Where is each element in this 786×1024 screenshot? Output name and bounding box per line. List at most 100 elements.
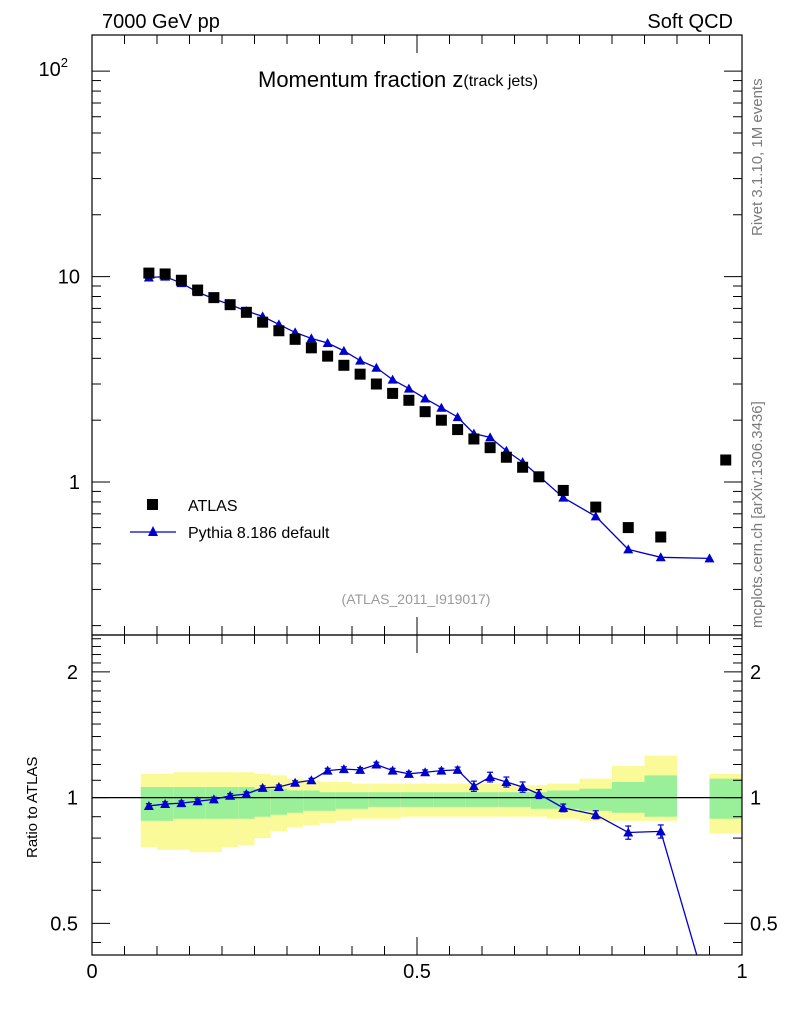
ratio-mc-point xyxy=(208,794,219,804)
mc-point xyxy=(558,492,569,502)
ratio-mc-point xyxy=(371,759,382,769)
main-ytick-label-10: 10 xyxy=(58,267,80,289)
mc-point xyxy=(371,362,382,372)
data-point xyxy=(159,268,171,280)
ratio-mc-point xyxy=(517,782,528,792)
band-inner xyxy=(482,792,499,807)
ratio-plot-frame xyxy=(91,634,743,956)
band-inner xyxy=(449,792,466,807)
ratio-mc-point xyxy=(273,782,284,792)
data-point xyxy=(322,350,334,362)
data-point xyxy=(533,471,545,483)
chart-title-var: z xyxy=(452,67,463,92)
ratio-mc-point xyxy=(257,782,268,792)
mc-point xyxy=(387,374,398,384)
data-point xyxy=(305,342,317,354)
data-point xyxy=(468,433,480,445)
ratio-mc-point xyxy=(590,809,601,819)
mc-point xyxy=(655,552,666,562)
rivet-version-label: Rivet 3.1.10, 1M events xyxy=(749,78,766,236)
data-point xyxy=(500,451,512,463)
ratio-mc-point xyxy=(306,775,317,785)
band-inner xyxy=(319,792,336,811)
ratio-mc-point xyxy=(533,789,544,799)
data-point xyxy=(452,424,464,436)
data-series xyxy=(143,267,732,543)
legend-data-marker xyxy=(147,499,158,510)
ratio-ytick-label-1-right: 1 xyxy=(750,788,761,810)
ratio-ytick-label-2-left: 2 xyxy=(67,662,78,684)
uncertainty-bands xyxy=(140,755,742,853)
main-ytick-label-100: 102 xyxy=(39,55,68,81)
main-axis-ticks xyxy=(91,35,743,635)
mc-point xyxy=(420,393,431,403)
data-point xyxy=(175,274,187,286)
band-inner xyxy=(368,792,385,807)
mc-point xyxy=(590,511,601,521)
header-right-label: Soft QCD xyxy=(647,11,733,33)
ratio-mc-point xyxy=(485,772,496,782)
data-point xyxy=(143,267,155,279)
band-inner xyxy=(270,788,287,815)
ratio-mc-point xyxy=(558,802,569,812)
xtick-label-0: 0 xyxy=(86,961,97,983)
data-point xyxy=(240,306,252,318)
data-point xyxy=(387,387,399,399)
band-inner xyxy=(303,790,320,811)
mc-point xyxy=(322,338,333,348)
ratio-mc-point xyxy=(387,765,398,775)
mcplots-reference-label: mcplots.cern.ch [arXiv:1306.3436] xyxy=(749,401,766,628)
band-inner xyxy=(579,788,612,811)
band-inner xyxy=(433,792,450,807)
mc-point xyxy=(436,402,447,412)
legend: ATLAS Pythia 8.186 default xyxy=(130,498,330,542)
data-point xyxy=(403,394,415,406)
ratio-mc-point xyxy=(225,790,236,800)
band-inner xyxy=(644,775,677,817)
band-inner xyxy=(352,792,369,809)
ratio-mc-point xyxy=(143,800,154,810)
data-point xyxy=(289,333,301,345)
main-panel: Momentum fraction z(track jets) 102 10 1… xyxy=(39,34,743,636)
ratio-mc-point xyxy=(403,768,414,778)
mc-line xyxy=(148,275,710,560)
band-inner xyxy=(709,778,742,819)
mc-point xyxy=(355,355,366,365)
ratio-axis-ticks xyxy=(91,635,743,955)
legend-mc-label: Pythia 8.186 default xyxy=(188,525,330,542)
band-inner xyxy=(498,792,515,807)
ratio-mc-point xyxy=(322,765,333,775)
ratio-mc-series xyxy=(143,759,698,955)
data-point xyxy=(557,484,569,496)
data-point xyxy=(224,299,236,311)
data-point xyxy=(484,442,496,454)
main-ytick-label-1: 1 xyxy=(69,472,80,494)
ratio-mc-point xyxy=(501,776,512,786)
main-plot-frame xyxy=(91,34,743,636)
data-point xyxy=(517,461,529,473)
mc-point xyxy=(485,432,496,442)
band-inner xyxy=(547,790,580,809)
legend-data-label: ATLAS xyxy=(188,498,238,515)
ratio-mc-point xyxy=(355,764,366,774)
band-inner xyxy=(514,792,531,807)
data-point xyxy=(257,316,269,328)
data-point xyxy=(208,292,220,304)
ratio-mc-point xyxy=(176,798,187,808)
band-inner xyxy=(417,792,434,807)
mc-point xyxy=(704,553,715,563)
ratio-mc-point xyxy=(655,826,666,836)
data-point xyxy=(370,378,382,390)
analysis-reference: (ATLAS_2011_I919017) xyxy=(342,591,491,607)
mc-point xyxy=(403,383,414,393)
band-inner xyxy=(254,788,271,817)
band-inner xyxy=(384,792,401,807)
mc-point xyxy=(306,333,317,343)
ratio-mc-point xyxy=(420,767,431,777)
data-point xyxy=(655,531,667,543)
xtick-label-1: 1 xyxy=(736,961,747,983)
ratio-mc-point xyxy=(623,827,634,837)
ratio-ytick-label-2-right: 2 xyxy=(750,662,761,684)
data-point xyxy=(419,406,431,418)
